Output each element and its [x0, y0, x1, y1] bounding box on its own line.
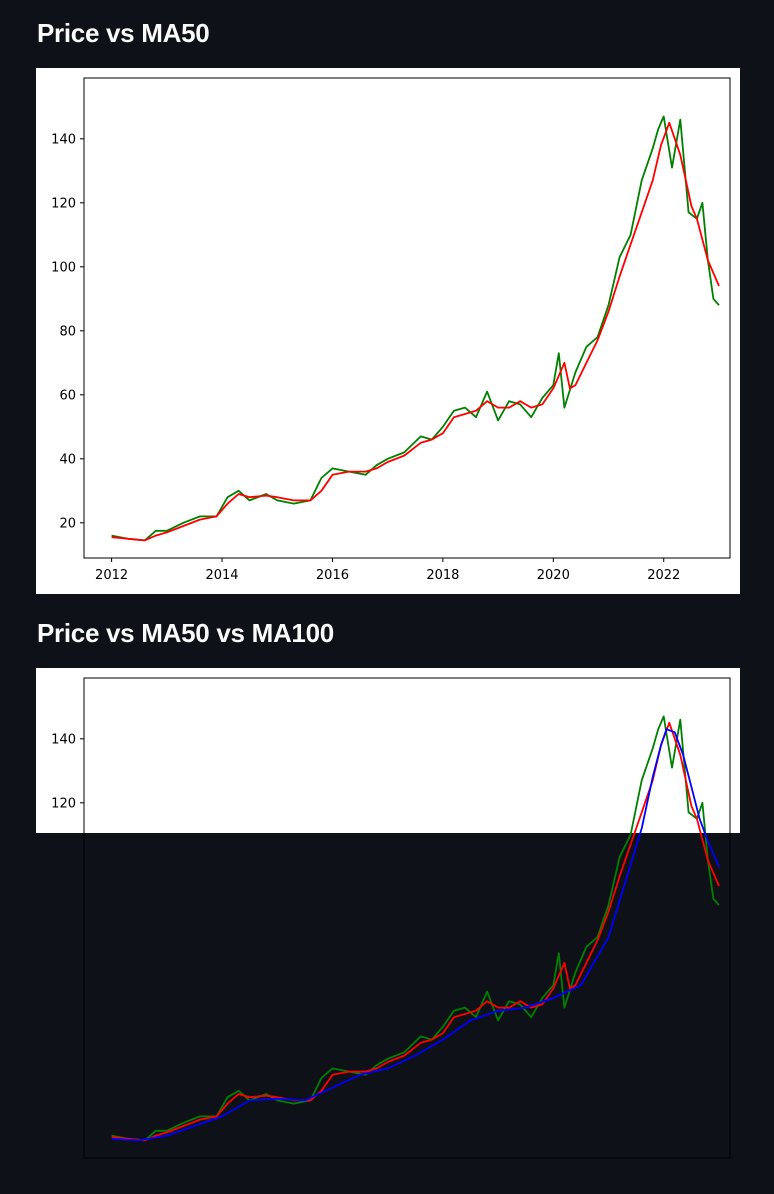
chart0-x-tick-label-2018: 2018 — [426, 568, 459, 583]
chart0-x-tick-label-2014: 2014 — [205, 568, 238, 583]
chart0-x-tick-label-2022: 2022 — [647, 568, 680, 583]
chart0-x-tick-label-2016: 2016 — [316, 568, 349, 583]
chart0-y-tick-label-140: 140 — [51, 132, 76, 147]
chart-price-vs-ma50-svg: 20 40 60 80 100 120 140 2012 2014 2016 2018 2020 202… — [51, 77, 731, 583]
chart0-series-line-0 — [111, 115, 720, 542]
chart0-x-tick-label-2012: 2012 — [95, 568, 128, 583]
chart0-axes-frame — [83, 77, 731, 559]
section-title-price-vs-ma50-vs-ma100: Price vs MA50 vs MA100 — [37, 618, 334, 648]
chart0-y-tick-label-40: 40 — [59, 452, 76, 467]
chart0-y-tick-label-60: 60 — [59, 388, 76, 403]
chart1-y-tick-label-140: 140 — [51, 732, 76, 747]
chart0-y-tick-label-80: 80 — [59, 324, 76, 339]
chart-price-vs-ma50: 20 40 60 80 100 120 140 2012 2014 2016 2018 2020 202… — [36, 68, 740, 594]
chart-price-vs-ma50-vs-ma100: 120 140 — [36, 668, 740, 1159]
chart-price-vs-ma50-vs-ma100-svg: 120 140 — [51, 677, 731, 1159]
chart0-y-tick-label-120: 120 — [51, 196, 76, 211]
chart1-series-line-1 — [111, 721, 720, 1142]
chart0-y-tick-label-20: 20 — [59, 516, 76, 531]
chart0-x-tick-label-2020: 2020 — [537, 568, 570, 583]
chart1-series-line-0 — [111, 715, 720, 1142]
chart0-series-line-1 — [111, 121, 720, 542]
section-title-price-vs-ma50: Price vs MA50 — [37, 18, 210, 48]
chart1-y-tick-label-120: 120 — [51, 796, 76, 811]
chart1-series-line-2 — [111, 728, 720, 1142]
chart1-axes-frame — [83, 677, 731, 1159]
chart0-y-tick-label-100: 100 — [51, 260, 76, 275]
